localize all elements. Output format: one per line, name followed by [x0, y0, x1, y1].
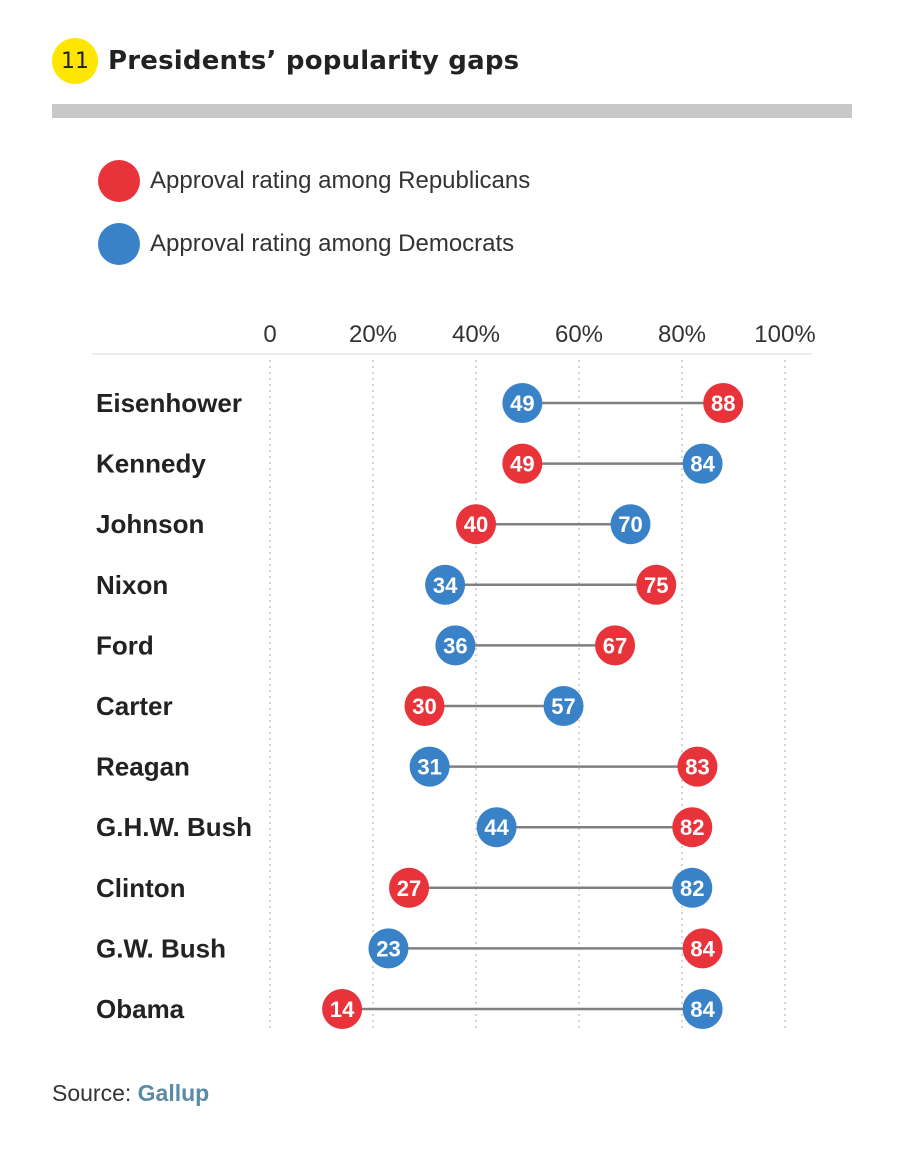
dot-plot-chart: 0 20% 40% 60% 80% 100% Eisenhower 88 49 Kennedy 49… [92, 321, 816, 1030]
x-tick-label: 20% [349, 321, 397, 348]
chart-number-badge: 11 [52, 38, 98, 84]
dot-democrats [682, 443, 723, 484]
dot-democrats [672, 867, 713, 908]
dot-republicans [404, 686, 445, 726]
legend-swatch-democrats [98, 223, 140, 265]
row-label-g-w-bush: G.W. Bush [96, 933, 226, 963]
dot-value-republicans: 83 [685, 755, 709, 780]
header-divider [52, 104, 852, 118]
x-tick-label: 100% [754, 321, 815, 348]
row-label-obama: Obama [96, 994, 185, 1024]
dot-value-republicans: 30 [412, 694, 436, 719]
dot-democrats [476, 807, 517, 848]
row-label-johnson: Johnson [96, 509, 204, 539]
row-label-g-h-w-bush: G.H.W. Bush [96, 812, 252, 842]
dot-value-republicans: 49 [510, 452, 534, 477]
dot-value-republicans: 67 [603, 633, 627, 658]
dot-democrats [543, 686, 584, 726]
dot-republicans [677, 746, 718, 787]
legend-swatch-republicans [98, 160, 140, 202]
row-label-nixon: Nixon [96, 570, 168, 600]
x-tick-label: 60% [555, 321, 603, 348]
dot-value-republicans: 14 [330, 997, 355, 1022]
legend-item-democrats: Approval rating among Democrats [98, 223, 514, 265]
dot-value-democrats: 31 [417, 755, 441, 780]
row-label-clinton: Clinton [96, 873, 186, 903]
dot-democrats [610, 504, 651, 545]
source-line: Source: Gallup [52, 1080, 209, 1107]
legend-label-democrats: Approval rating among Democrats [150, 230, 515, 257]
dot-republicans [672, 807, 713, 848]
row-label-kennedy: Kennedy [96, 449, 206, 479]
dot-value-republicans: 88 [711, 391, 735, 416]
legend-item-republicans: Approval rating among Republicans [98, 160, 530, 202]
dot-value-democrats: 23 [376, 936, 400, 961]
dot-democrats [502, 383, 543, 423]
source-name: Gallup [137, 1080, 210, 1106]
dot-value-republicans: 27 [397, 876, 421, 901]
legend-label-republicans: Approval rating among Republicans [150, 167, 531, 194]
dot-republicans [456, 504, 496, 545]
dot-value-democrats: 84 [690, 452, 715, 477]
dot-democrats [425, 564, 466, 605]
dot-value-democrats: 84 [690, 997, 715, 1022]
dot-value-republicans: 75 [644, 573, 668, 598]
dot-value-republicans: 82 [680, 815, 704, 840]
dot-value-democrats: 36 [443, 633, 467, 658]
dot-value-democrats: 49 [510, 391, 534, 416]
dot-republicans [595, 625, 636, 666]
row-label-reagan: Reagan [96, 752, 190, 782]
x-tick-label: 40% [452, 321, 500, 348]
dot-democrats [435, 625, 476, 666]
dot-value-democrats: 82 [680, 876, 704, 901]
dot-value-democrats: 34 [433, 573, 458, 598]
row-label-eisenhower: Eisenhower [96, 388, 242, 418]
dot-value-republicans: 84 [690, 936, 715, 961]
row-label-ford: Ford [96, 630, 154, 660]
dot-republicans [322, 989, 363, 1029]
x-tick-label: 0 [263, 321, 276, 348]
dot-republicans [636, 564, 677, 605]
dot-value-republicans: 40 [464, 512, 488, 537]
dot-value-democrats: 57 [551, 694, 575, 719]
dot-republicans [502, 443, 543, 484]
row-label-carter: Carter [96, 691, 173, 721]
dot-value-democrats: 70 [618, 512, 642, 537]
dot-democrats [682, 989, 723, 1029]
dot-republicans [682, 928, 723, 969]
source-prefix: Source: [52, 1080, 132, 1106]
dot-republicans [389, 867, 430, 908]
x-tick-label: 80% [658, 321, 706, 348]
dot-democrats [409, 746, 450, 787]
dot-democrats [368, 928, 409, 969]
chart-header: 11 Presidents’ popularity gaps [52, 38, 519, 84]
dot-value-democrats: 44 [484, 815, 509, 840]
dot-republicans [703, 383, 744, 423]
chart-title: Presidents’ popularity gaps [108, 46, 520, 76]
